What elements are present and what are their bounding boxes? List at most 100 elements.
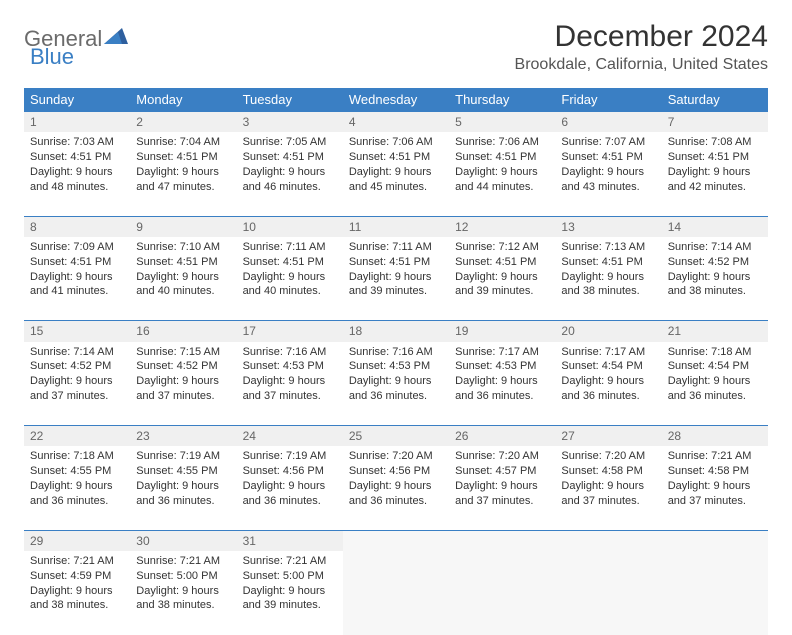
daylight-text: Daylight: 9 hours	[136, 374, 230, 389]
day-number-cell: 27	[555, 426, 661, 447]
day-cell: Sunrise: 7:21 AMSunset: 5:00 PMDaylight:…	[130, 551, 236, 635]
sunrise-text: Sunrise: 7:17 AM	[561, 345, 655, 360]
sunrise-text: Sunrise: 7:11 AM	[349, 240, 443, 255]
sunset-text: Sunset: 4:51 PM	[243, 255, 337, 270]
day-cell: Sunrise: 7:18 AMSunset: 4:54 PMDaylight:…	[662, 342, 768, 426]
day-cell: Sunrise: 7:17 AMSunset: 4:53 PMDaylight:…	[449, 342, 555, 426]
day-cell: Sunrise: 7:13 AMSunset: 4:51 PMDaylight:…	[555, 237, 661, 321]
day-cell: Sunrise: 7:04 AMSunset: 4:51 PMDaylight:…	[130, 132, 236, 216]
daylight-text: and 45 minutes.	[349, 180, 443, 195]
day-number-cell: 14	[662, 216, 768, 237]
sunset-text: Sunset: 4:53 PM	[349, 359, 443, 374]
daylight-text: and 38 minutes.	[30, 598, 124, 613]
day-number-cell: 30	[130, 530, 236, 551]
daylight-text: Daylight: 9 hours	[30, 270, 124, 285]
daylight-text: Daylight: 9 hours	[668, 479, 762, 494]
daylight-text: Daylight: 9 hours	[243, 165, 337, 180]
day-cell	[449, 551, 555, 635]
sunset-text: Sunset: 4:51 PM	[455, 150, 549, 165]
daylight-text: Daylight: 9 hours	[349, 270, 443, 285]
daylight-text: Daylight: 9 hours	[349, 374, 443, 389]
day-content-row: Sunrise: 7:14 AMSunset: 4:52 PMDaylight:…	[24, 342, 768, 426]
sunrise-text: Sunrise: 7:19 AM	[243, 449, 337, 464]
sunset-text: Sunset: 4:57 PM	[455, 464, 549, 479]
day-content-row: Sunrise: 7:03 AMSunset: 4:51 PMDaylight:…	[24, 132, 768, 216]
sunset-text: Sunset: 4:51 PM	[349, 150, 443, 165]
day-cell: Sunrise: 7:08 AMSunset: 4:51 PMDaylight:…	[662, 132, 768, 216]
weekday-header: Sunday	[24, 88, 130, 112]
daylight-text: and 42 minutes.	[668, 180, 762, 195]
sunrise-text: Sunrise: 7:21 AM	[136, 554, 230, 569]
daylight-text: and 36 minutes.	[30, 494, 124, 509]
sunrise-text: Sunrise: 7:21 AM	[30, 554, 124, 569]
sunrise-text: Sunrise: 7:20 AM	[561, 449, 655, 464]
daylight-text: and 38 minutes.	[136, 598, 230, 613]
daylight-text: and 39 minutes.	[455, 284, 549, 299]
day-cell	[662, 551, 768, 635]
day-cell: Sunrise: 7:14 AMSunset: 4:52 PMDaylight:…	[662, 237, 768, 321]
sunset-text: Sunset: 4:51 PM	[455, 255, 549, 270]
sunrise-text: Sunrise: 7:21 AM	[668, 449, 762, 464]
sunset-text: Sunset: 4:54 PM	[668, 359, 762, 374]
day-cell: Sunrise: 7:07 AMSunset: 4:51 PMDaylight:…	[555, 132, 661, 216]
day-number-cell: 2	[130, 112, 236, 133]
month-title: December 2024	[515, 20, 768, 54]
sunrise-text: Sunrise: 7:15 AM	[136, 345, 230, 360]
day-number-cell: 20	[555, 321, 661, 342]
day-content-row: Sunrise: 7:21 AMSunset: 4:59 PMDaylight:…	[24, 551, 768, 635]
weekday-header: Wednesday	[343, 88, 449, 112]
sunset-text: Sunset: 4:58 PM	[561, 464, 655, 479]
sunrise-text: Sunrise: 7:18 AM	[30, 449, 124, 464]
sunset-text: Sunset: 4:51 PM	[349, 255, 443, 270]
sunset-text: Sunset: 4:52 PM	[136, 359, 230, 374]
weekday-header: Thursday	[449, 88, 555, 112]
sunset-text: Sunset: 4:58 PM	[668, 464, 762, 479]
daylight-text: Daylight: 9 hours	[136, 479, 230, 494]
sunrise-text: Sunrise: 7:10 AM	[136, 240, 230, 255]
daylight-text: Daylight: 9 hours	[668, 374, 762, 389]
sunset-text: Sunset: 4:52 PM	[30, 359, 124, 374]
day-cell: Sunrise: 7:06 AMSunset: 4:51 PMDaylight:…	[343, 132, 449, 216]
sunrise-text: Sunrise: 7:14 AM	[30, 345, 124, 360]
sunrise-text: Sunrise: 7:19 AM	[136, 449, 230, 464]
day-cell: Sunrise: 7:20 AMSunset: 4:56 PMDaylight:…	[343, 446, 449, 530]
day-cell: Sunrise: 7:20 AMSunset: 4:57 PMDaylight:…	[449, 446, 555, 530]
daylight-text: Daylight: 9 hours	[30, 584, 124, 599]
day-number-cell: 9	[130, 216, 236, 237]
sunrise-text: Sunrise: 7:03 AM	[30, 135, 124, 150]
daylight-text: Daylight: 9 hours	[561, 479, 655, 494]
sunrise-text: Sunrise: 7:17 AM	[455, 345, 549, 360]
sunset-text: Sunset: 4:53 PM	[455, 359, 549, 374]
sunset-text: Sunset: 4:51 PM	[136, 255, 230, 270]
day-number-cell: 18	[343, 321, 449, 342]
day-number-cell: 21	[662, 321, 768, 342]
sunset-text: Sunset: 4:53 PM	[243, 359, 337, 374]
sunset-text: Sunset: 4:51 PM	[30, 150, 124, 165]
day-number-cell: 29	[24, 530, 130, 551]
sunset-text: Sunset: 4:51 PM	[561, 255, 655, 270]
daylight-text: and 36 minutes.	[243, 494, 337, 509]
day-cell: Sunrise: 7:10 AMSunset: 4:51 PMDaylight:…	[130, 237, 236, 321]
calendar-table: Sunday Monday Tuesday Wednesday Thursday…	[24, 88, 768, 635]
sunrise-text: Sunrise: 7:20 AM	[349, 449, 443, 464]
day-cell: Sunrise: 7:12 AMSunset: 4:51 PMDaylight:…	[449, 237, 555, 321]
day-cell: Sunrise: 7:11 AMSunset: 4:51 PMDaylight:…	[343, 237, 449, 321]
daylight-text: Daylight: 9 hours	[243, 479, 337, 494]
day-number-cell: 25	[343, 426, 449, 447]
day-cell: Sunrise: 7:21 AMSunset: 4:59 PMDaylight:…	[24, 551, 130, 635]
daylight-text: Daylight: 9 hours	[349, 479, 443, 494]
daylight-text: and 37 minutes.	[561, 494, 655, 509]
daylight-text: Daylight: 9 hours	[455, 165, 549, 180]
daylight-text: and 36 minutes.	[561, 389, 655, 404]
sunrise-text: Sunrise: 7:07 AM	[561, 135, 655, 150]
sunset-text: Sunset: 4:51 PM	[30, 255, 124, 270]
page-header: General December 2024 Brookdale, Califor…	[24, 20, 768, 74]
day-number-cell: 3	[237, 112, 343, 133]
day-content-row: Sunrise: 7:18 AMSunset: 4:55 PMDaylight:…	[24, 446, 768, 530]
daylight-text: Daylight: 9 hours	[668, 165, 762, 180]
day-cell: Sunrise: 7:19 AMSunset: 4:55 PMDaylight:…	[130, 446, 236, 530]
daylight-text: Daylight: 9 hours	[243, 374, 337, 389]
daylight-text: Daylight: 9 hours	[30, 374, 124, 389]
daylight-text: and 48 minutes.	[30, 180, 124, 195]
day-cell: Sunrise: 7:06 AMSunset: 4:51 PMDaylight:…	[449, 132, 555, 216]
